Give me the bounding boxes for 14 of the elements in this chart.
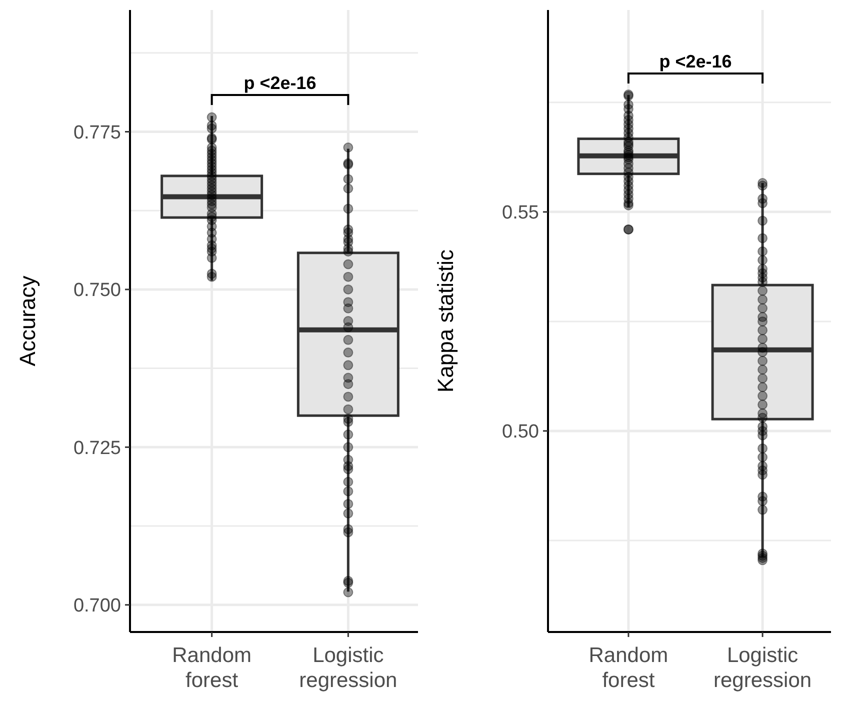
- x-tick-label: Logistic regression: [714, 644, 812, 692]
- annotation: p <2e-16: [244, 72, 316, 93]
- y-tick-label: 0.725: [73, 438, 121, 459]
- y-tick-label: 0.700: [73, 596, 121, 617]
- y-axis-title: Kappa statistic: [433, 249, 458, 393]
- x-tick-label: Logistic regression: [299, 644, 398, 692]
- x-tick-label: Random forest: [588, 644, 668, 692]
- y-tick-label: 0.50: [502, 422, 539, 443]
- annotation: p <2e-16: [659, 52, 732, 72]
- y-tick-label: 0.775: [73, 122, 121, 144]
- y-tick-label: 0.750: [73, 280, 121, 302]
- x-tick-label: Random forest: [172, 644, 252, 692]
- y-tick-label: 0.55: [502, 202, 539, 224]
- y-axis-title: Accuracy: [15, 276, 40, 366]
